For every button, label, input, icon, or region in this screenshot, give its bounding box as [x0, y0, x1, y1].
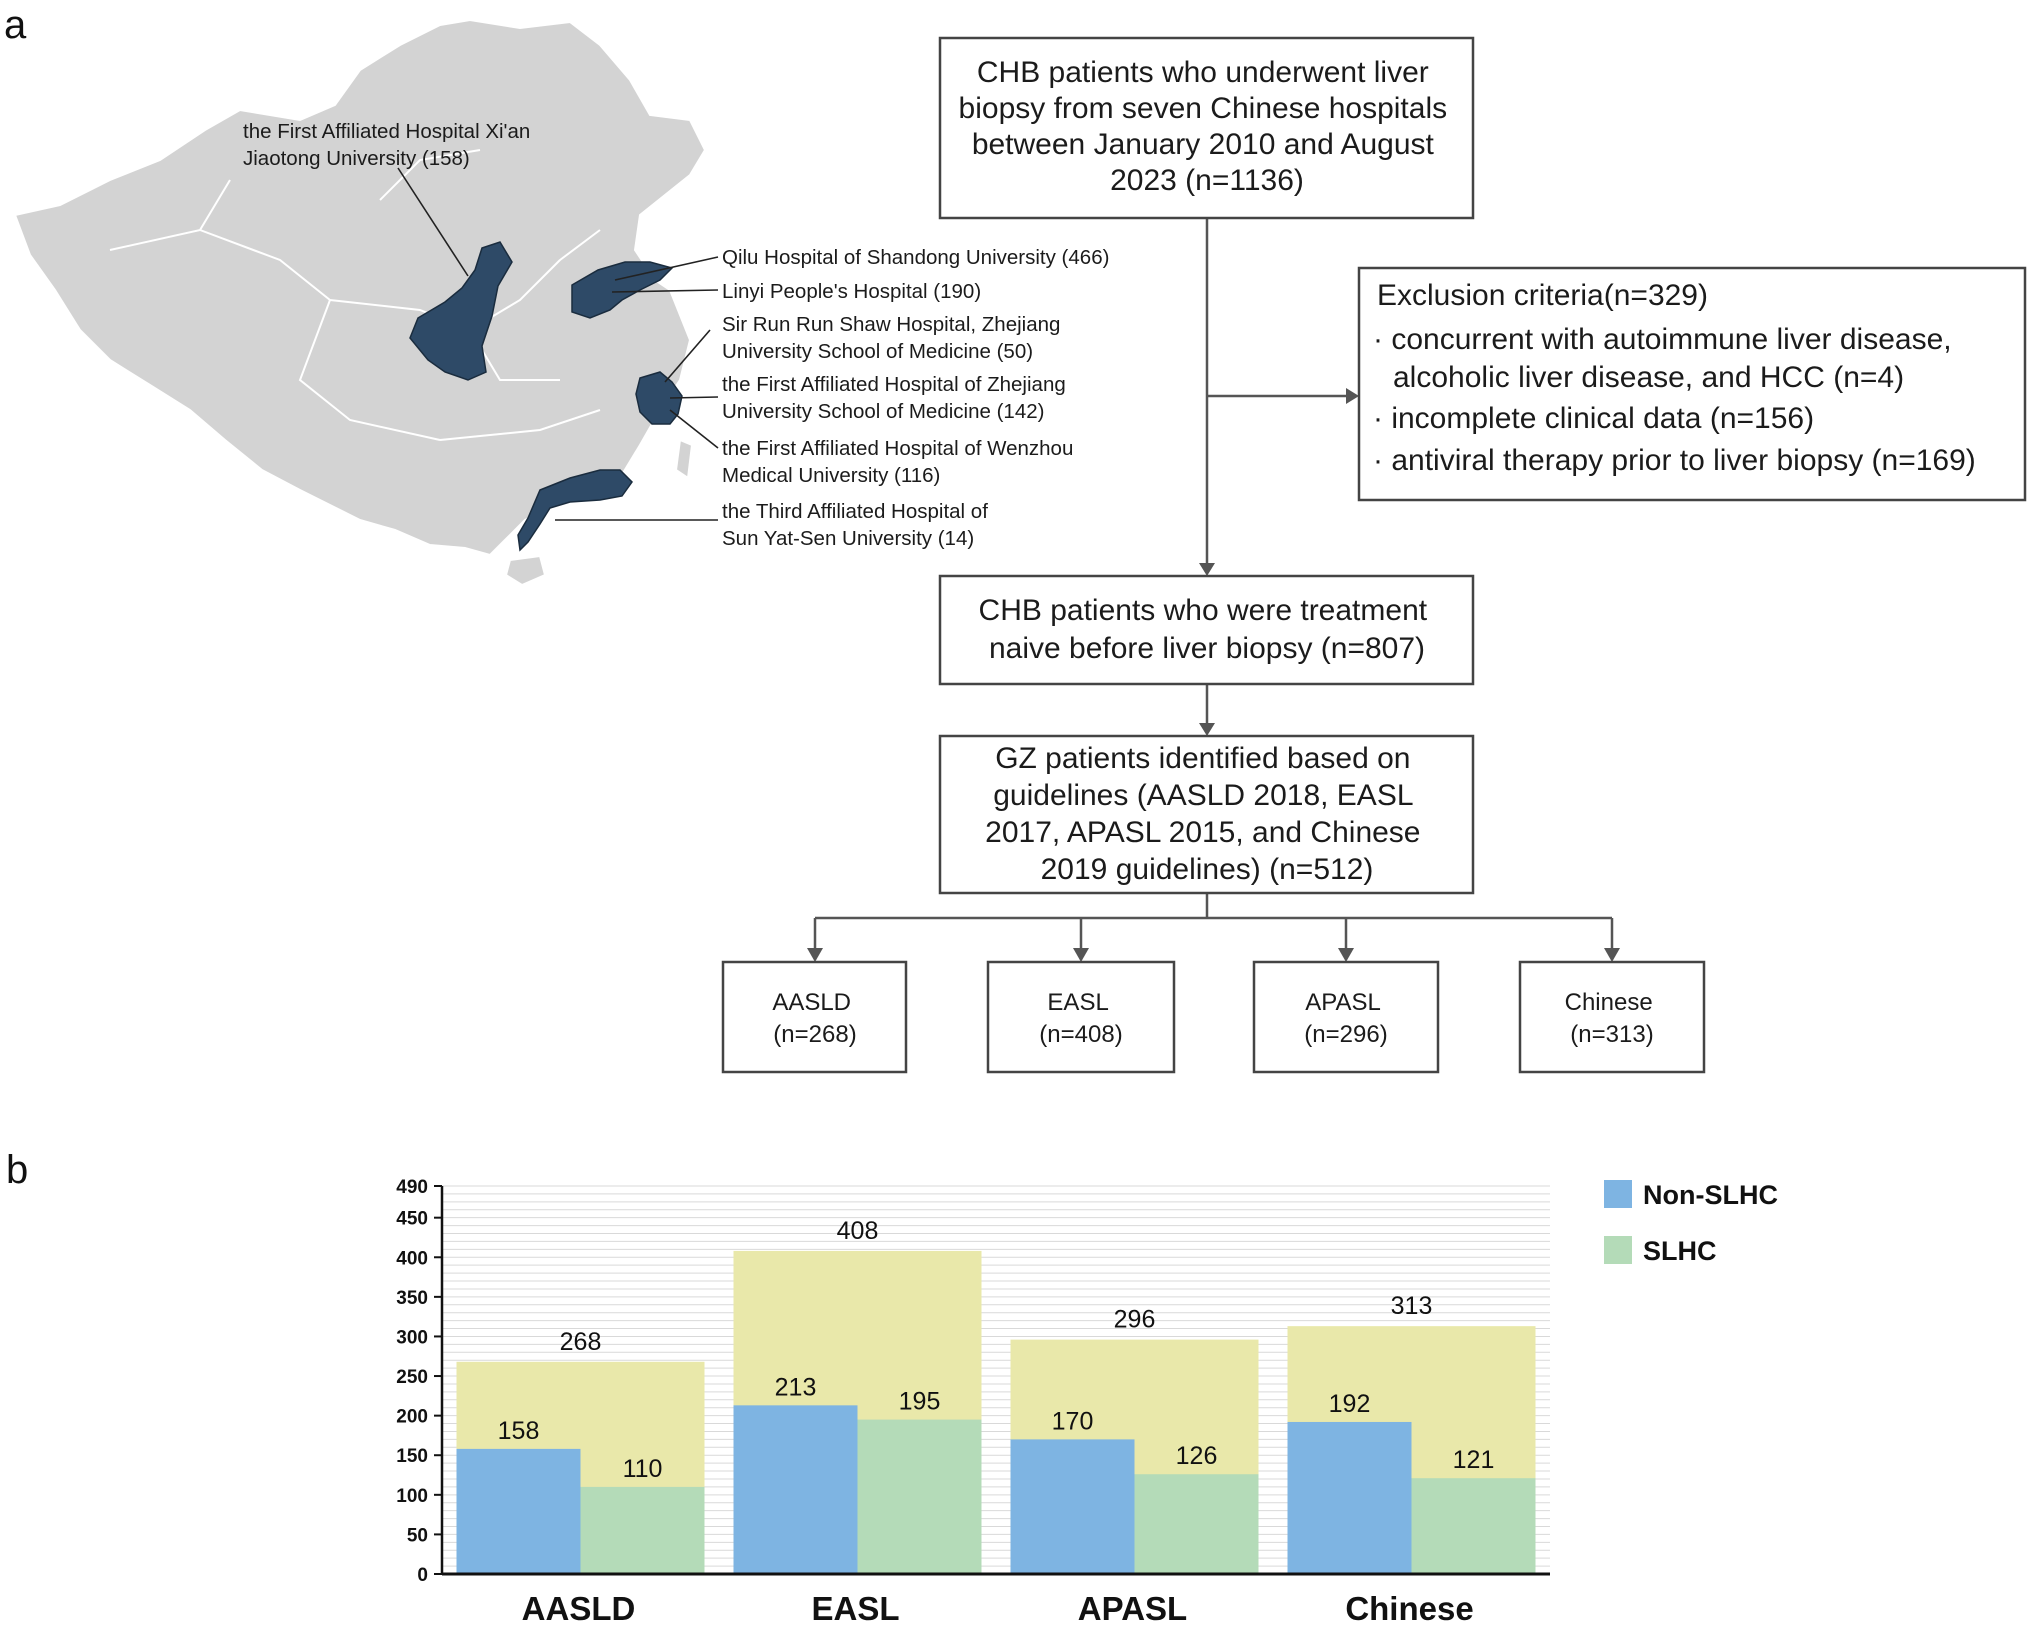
hospital-label: the First Affiliated Hospital Xi'an Jiao… [243, 120, 536, 170]
y-tick-label: 350 [396, 1288, 428, 1309]
province-borders [109, 149, 601, 441]
total-label: 296 [1114, 1306, 1156, 1334]
x-category-label: Chinese [1345, 1590, 1473, 1627]
china-map [13, 18, 719, 587]
arrowhead [1604, 948, 1620, 962]
panel-label-b: b [6, 1148, 28, 1192]
panel-label-a: a [4, 3, 27, 47]
arrowhead [1073, 948, 1089, 962]
exclusion-title: Exclusion criteria(n=329) [1377, 279, 1708, 312]
bar-slhc [857, 1419, 982, 1574]
province-guangdong [517, 469, 633, 552]
y-tick-label: 150 [396, 1446, 428, 1467]
leader-line-qilu [614, 256, 719, 281]
box-gz [938, 734, 1475, 895]
bar-slhc [580, 1486, 705, 1574]
data-label: 192 [1329, 1390, 1371, 1418]
province-shaanxi [409, 241, 513, 381]
data-label: 195 [899, 1388, 941, 1416]
box-exclusion [1357, 266, 2027, 502]
data-label: 121 [1453, 1446, 1495, 1474]
box-treatment-naive [938, 574, 1475, 686]
data-label: 158 [498, 1417, 540, 1445]
box-guideline-aasld [721, 960, 908, 1074]
hospital-label: the Third Affiliated Hospital of Sun Yat… [722, 500, 994, 550]
bar-non-slhc [733, 1405, 858, 1574]
arrowhead [1199, 563, 1215, 576]
hospital-label: Qilu Hospital of Shandong University (46… [722, 246, 1109, 269]
y-tick-label: 400 [396, 1248, 428, 1269]
total-label: 408 [837, 1217, 879, 1245]
box-guideline-easl [986, 960, 1176, 1074]
data-label: 213 [775, 1373, 817, 1401]
chart-legend: Non-SLHC SLHC [1604, 1180, 1778, 1266]
x-category-label: APASL [1078, 1590, 1187, 1627]
x-category-label: EASL [811, 1590, 899, 1627]
y-tick-label: 490 [396, 1177, 428, 1198]
guideline-chinese-text: Chinese (n=313) [1565, 989, 1660, 1048]
hospital-label: the First Affiliated Hospital of Wenzhou… [722, 437, 1079, 487]
arrowhead [1199, 723, 1215, 736]
data-label: 126 [1176, 1442, 1218, 1470]
hainan [504, 554, 547, 587]
leader-line-zhejiang [669, 396, 719, 399]
y-tick-label: 300 [396, 1327, 428, 1348]
total-label: 313 [1391, 1292, 1433, 1320]
box-gz-text: GZ patients identified based on guidelin… [985, 742, 1429, 886]
box-guideline-apasl [1252, 960, 1440, 1074]
box-enrolled [938, 36, 1475, 220]
bar-non-slhc [1287, 1421, 1412, 1574]
bar-chart: 0 50 100 150 200 250 300 350 400 450 490 158 110 268… [396, 1177, 1550, 1627]
bar-non-slhc [456, 1448, 581, 1574]
leader-line-sir-run [664, 329, 711, 383]
data-label: 170 [1052, 1407, 1094, 1435]
y-tick-label: 100 [396, 1486, 428, 1507]
x-category-label: AASLD [522, 1590, 636, 1627]
guideline-aasld-text: AASLD (n=268) [772, 989, 857, 1048]
china-outline [13, 18, 707, 557]
arrowhead [807, 948, 823, 962]
legend-swatch-slhc [1604, 1236, 1632, 1264]
guideline-easl-text: EASL (n=408) [1039, 989, 1122, 1048]
total-label: 268 [560, 1328, 602, 1356]
flowchart: CHB patients who underwent liver biopsy … [721, 36, 2027, 1074]
province-shandong [571, 261, 674, 319]
y-tick-label: 250 [396, 1367, 428, 1388]
hospital-labels: the First Affiliated Hospital Xi'an Jiao… [243, 120, 1109, 550]
hospital-label: Linyi People's Hospital (190) [722, 280, 981, 303]
bar-slhc [1411, 1478, 1536, 1574]
data-label: 110 [623, 1455, 663, 1483]
legend-label-non-slhc: Non-SLHC [1643, 1180, 1778, 1210]
box-enrolled-text: CHB patients who underwent liver biopsy … [959, 56, 1456, 197]
arrowhead [1338, 948, 1354, 962]
box-treatment-naive-text: CHB patients who were treatment naive be… [979, 594, 1436, 665]
hospital-label: Sir Run Run Shaw Hospital, Zhejiang Univ… [722, 313, 1066, 363]
guideline-apasl-text: APASL (n=296) [1304, 989, 1387, 1048]
box-guideline-chinese [1518, 960, 1706, 1074]
hospital-label: the First Affiliated Hospital of Zhejian… [722, 373, 1071, 423]
leader-line-wenzhou [669, 409, 719, 449]
y-tick-label: 200 [396, 1407, 428, 1428]
taiwan [674, 438, 694, 480]
legend-swatch-non-slhc [1604, 1180, 1632, 1208]
exclusion-items: · concurrent with autoimmune liver disea… [1373, 323, 1976, 477]
y-tick-label: 50 [407, 1525, 428, 1546]
leader-line-xian [397, 167, 469, 277]
chart-labels: 158 110 268 AASLD 213 195 408 EASL 170 126 296 APAS… [498, 1217, 1495, 1627]
legend-label-slhc: SLHC [1643, 1236, 1717, 1266]
leader-line-linyi [611, 289, 719, 293]
bar-slhc [1134, 1474, 1259, 1574]
chart-axes: 0 50 100 150 200 250 300 350 400 450 490 [396, 1177, 1550, 1586]
y-tick-label: 0 [417, 1565, 428, 1586]
bar-non-slhc [1010, 1439, 1135, 1574]
chart-bars [456, 1250, 1536, 1574]
arrowhead [1346, 388, 1359, 404]
y-tick-label: 450 [396, 1209, 428, 1230]
